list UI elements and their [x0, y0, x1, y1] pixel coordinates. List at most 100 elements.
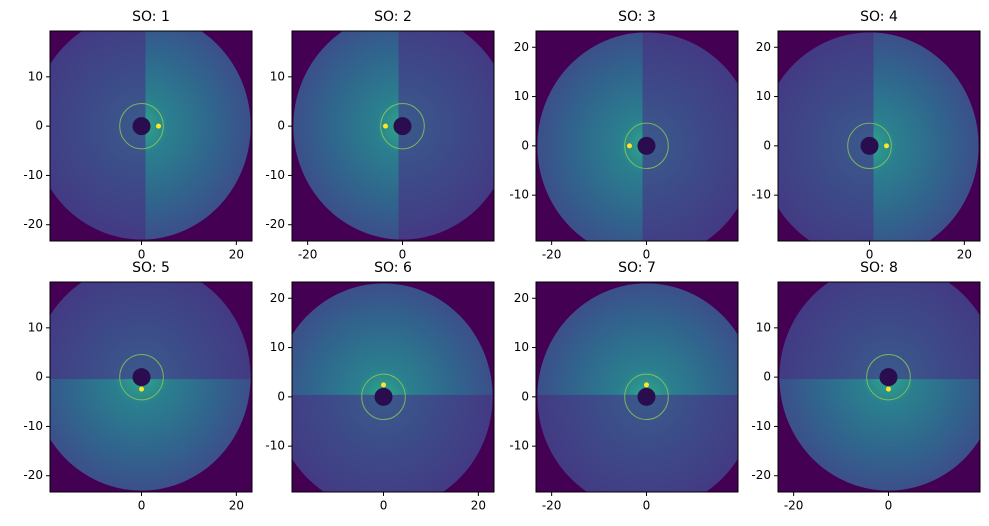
y-tick-label: 10: [756, 320, 771, 334]
x-tick-label: 0: [643, 248, 651, 262]
y-tick-label: 10: [270, 340, 285, 354]
x-tick-label: -20: [542, 248, 562, 262]
y-tick-label: 10: [514, 89, 529, 103]
y-tick-label: 0: [763, 138, 771, 152]
image: [292, 31, 494, 241]
y-tick-label: -10: [23, 168, 43, 182]
axes-frame: [291, 30, 495, 242]
y-tick-label: -10: [751, 188, 771, 202]
detector-bright: [292, 283, 493, 395]
panel: SO: 8 -20 0 -20 -10 0 10: [751, 260, 981, 513]
x-tick-label: -20: [784, 499, 804, 513]
panel-title: SO: 8: [860, 260, 898, 276]
x-tick-label: 0: [643, 499, 651, 513]
x-tick-label: 0: [399, 248, 407, 262]
y-tick-label: 10: [514, 340, 529, 354]
beamstop: [393, 117, 412, 136]
panel-title: SO: 4: [860, 9, 898, 25]
beamstop: [374, 387, 393, 406]
axes-frame: [777, 30, 981, 242]
axes-frame: [291, 281, 495, 493]
x-tick-label: 20: [957, 248, 972, 262]
panel-title: SO: 6: [374, 260, 412, 276]
beamstop: [132, 117, 151, 136]
image: [50, 31, 252, 241]
y-tick-label: -10: [509, 439, 529, 453]
bragg-peak: [156, 123, 162, 129]
x-tick-label: 0: [380, 499, 388, 513]
bragg-peak: [382, 123, 388, 129]
panel: SO: 7 -20 0 -10 0 10 20: [509, 260, 739, 513]
beamstop: [860, 136, 879, 155]
beamstop: [637, 136, 656, 155]
x-tick-label: 20: [471, 499, 486, 513]
detector-bright: [779, 379, 980, 491]
panel-title: SO: 7: [618, 260, 656, 276]
ring: [119, 353, 164, 401]
y-tick-label: -10: [23, 419, 43, 433]
x-tick-label: 20: [229, 248, 244, 262]
bragg-peak: [885, 386, 891, 392]
axes-frame: [49, 281, 253, 493]
y-tick-label: -20: [23, 468, 43, 482]
y-tick-label: -10: [751, 419, 771, 433]
ring: [380, 102, 425, 150]
axes-frame: [49, 30, 253, 242]
detector-bright: [537, 32, 643, 241]
y-tick-label: 20: [514, 291, 529, 305]
x-tick-label: 0: [138, 248, 146, 262]
y-tick-label: -10: [265, 439, 285, 453]
x-tick-label: 0: [138, 499, 146, 513]
detector-bright: [537, 283, 738, 395]
ring: [847, 122, 892, 170]
y-tick-label: 20: [270, 291, 285, 305]
bragg-peak: [139, 386, 145, 392]
beamstop: [879, 368, 898, 387]
y-tick-label: 0: [521, 389, 529, 403]
y-tick-label: 0: [277, 389, 285, 403]
panel: SO: 2 -20 0 -20 -10 0 10: [265, 9, 495, 262]
bragg-peak: [626, 143, 632, 149]
image: [778, 282, 980, 492]
panel: SO: 1 0 20 -20 -10 0 10: [23, 9, 253, 262]
y-tick-label: -20: [265, 217, 285, 231]
panel-title: SO: 3: [618, 9, 656, 25]
panel: SO: 3 -20 0 -10 0 10 20: [509, 9, 739, 262]
panel-title: SO: 2: [374, 9, 412, 25]
y-tick-label: 20: [514, 40, 529, 54]
panel-title: SO: 1: [132, 9, 170, 25]
beamstop: [132, 368, 151, 387]
panel: SO: 6 0 20 -10 0 10 20: [265, 260, 495, 513]
panel-title: SO: 5: [132, 260, 170, 276]
y-tick-label: -20: [23, 217, 43, 231]
bragg-peak: [643, 382, 649, 388]
x-tick-label: -20: [298, 248, 318, 262]
image: [536, 282, 738, 492]
x-tick-label: 20: [229, 499, 244, 513]
bragg-peak: [381, 382, 387, 388]
y-tick-label: 0: [35, 370, 43, 384]
y-tick-label: 10: [270, 69, 285, 83]
panel: SO: 4 0 20 -10 0 10 20: [751, 9, 981, 262]
bragg-peak: [884, 143, 890, 149]
y-tick-label: 10: [28, 320, 43, 334]
y-tick-label: 0: [277, 119, 285, 133]
axes-frame: [535, 281, 739, 493]
y-tick-label: -10: [509, 188, 529, 202]
y-tick-label: 0: [521, 138, 529, 152]
y-tick-label: 10: [28, 69, 43, 83]
detector-bright: [50, 379, 251, 491]
y-tick-label: 0: [763, 370, 771, 384]
ring: [119, 102, 164, 150]
x-tick-label: -20: [542, 499, 562, 513]
ring: [361, 373, 406, 421]
ring: [624, 122, 669, 170]
image: [50, 282, 252, 492]
panel: SO: 5 0 20 -20 -10 0 10: [23, 260, 253, 513]
x-tick-label: 0: [866, 248, 874, 262]
image: [292, 282, 494, 492]
ring: [624, 373, 669, 421]
image: [536, 31, 738, 241]
x-tick-label: 0: [885, 499, 893, 513]
